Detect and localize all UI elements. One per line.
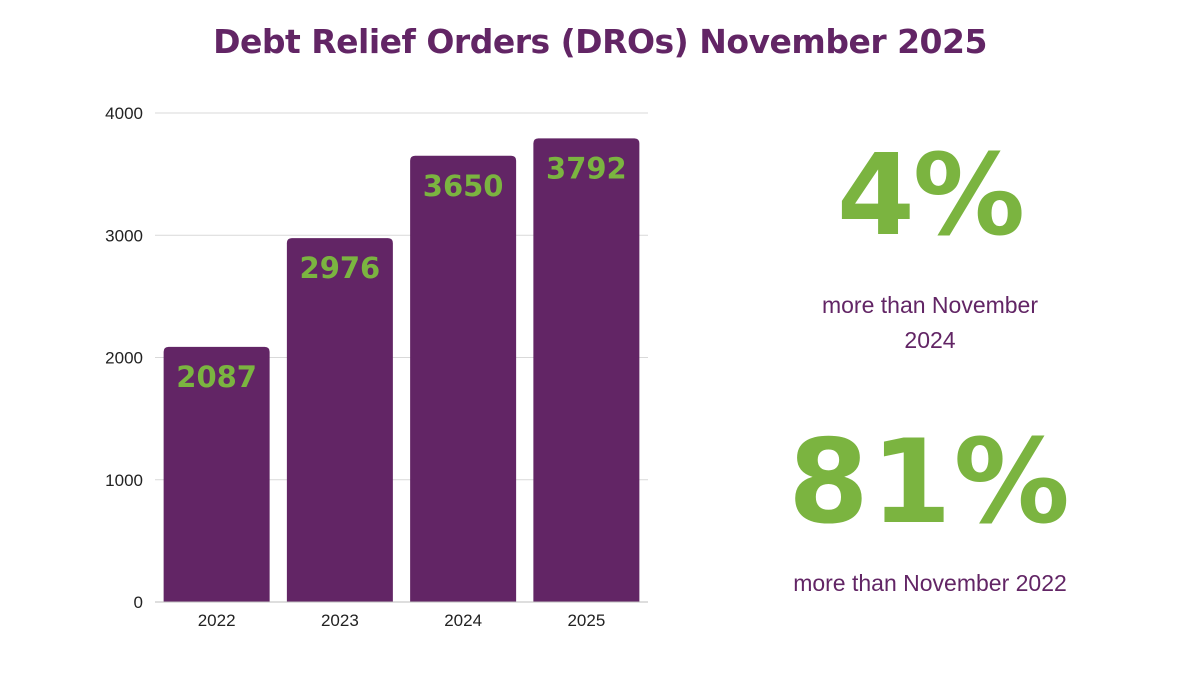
bar-value-label: 3650	[423, 169, 504, 203]
bar-2022	[163, 346, 270, 602]
y-axis-ticks: 0 1000 2000 3000 4000	[105, 104, 143, 612]
bar-2025	[533, 138, 640, 603]
stat-caption-yoy: more than November 2024	[821, 292, 1039, 353]
x-tick-label: 2022	[198, 611, 236, 630]
bar-2023	[286, 238, 393, 602]
x-tick-label: 2024	[444, 611, 482, 630]
chart-title: Debt Relief Orders (DROs) November 2025	[213, 22, 987, 61]
y-tick-label: 1000	[105, 471, 143, 490]
x-tick-label: 2025	[567, 611, 605, 630]
stat-percent-since-2022: 81%	[788, 415, 1072, 550]
stat-block-since-2022: 81% more than November 2022	[730, 425, 1130, 601]
bar-value-labels: 2087 2976 3650 3792	[176, 151, 626, 393]
y-tick-label: 3000	[105, 226, 143, 245]
stat-block-yoy: 4% more than November 2024	[730, 140, 1130, 357]
bar-value-label: 3792	[546, 151, 627, 185]
bar-value-label: 2976	[300, 251, 381, 285]
x-axis-ticks: 2022 2023 2024 2025	[198, 611, 606, 630]
x-tick-label: 2023	[321, 611, 359, 630]
bar-value-label: 2087	[176, 360, 257, 394]
y-tick-label: 0	[134, 593, 143, 612]
stat-percent-yoy: 4%	[836, 131, 1025, 261]
bar-2024	[410, 155, 517, 602]
stat-caption-since-2022: more than November 2022	[793, 570, 1067, 596]
y-tick-label: 2000	[105, 349, 143, 368]
y-tick-label: 4000	[105, 104, 143, 123]
bars	[163, 138, 640, 603]
